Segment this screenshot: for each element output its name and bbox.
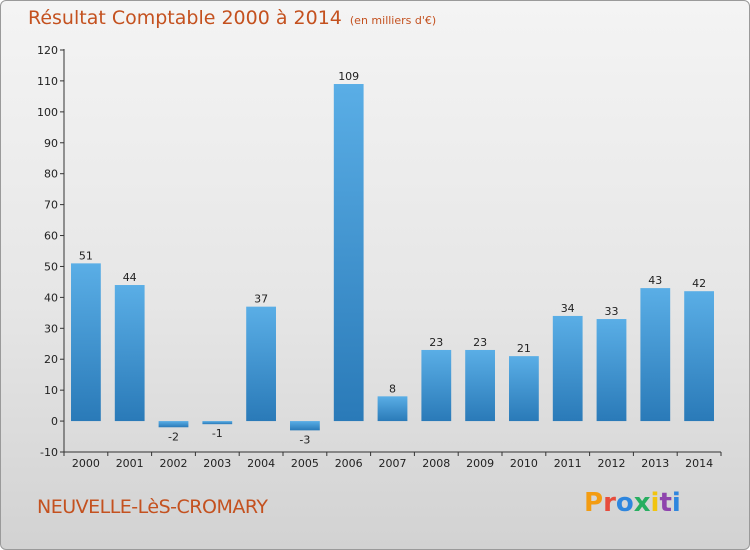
x-tick-label: 2006 [335, 457, 363, 470]
proxiti-logo[interactable]: Proxiti [584, 488, 681, 518]
bar [509, 356, 539, 422]
chart-bars [71, 84, 714, 431]
y-tick-label: 80 [44, 168, 58, 181]
x-tick-label: 2013 [641, 457, 669, 470]
logo-letter: t [659, 488, 672, 518]
bar [158, 421, 189, 428]
data-label: 42 [692, 277, 706, 290]
logo-letter: P [584, 488, 604, 518]
y-tick-label: 60 [44, 230, 58, 243]
x-tick-label: 2008 [422, 457, 450, 470]
x-tick-label: 2011 [554, 457, 582, 470]
data-label: 23 [429, 336, 443, 349]
x-tick-label: 2010 [510, 457, 538, 470]
commune-name: NEUVELLE-LèS-CROMARY [37, 496, 268, 518]
data-label: 8 [389, 382, 396, 395]
logo-letter: i [671, 488, 681, 518]
bar [596, 319, 627, 422]
logo-letter: x [633, 488, 651, 518]
y-tick-label: 50 [44, 260, 58, 273]
data-label: 43 [648, 274, 662, 287]
chart-title-text: Résultat Comptable 2000 à 2014 [28, 7, 342, 29]
logo-letter: i [650, 488, 660, 518]
bar [71, 263, 101, 422]
bar [640, 288, 671, 422]
y-tick-label: 0 [51, 415, 58, 428]
data-label: -2 [168, 430, 179, 443]
x-tick-label: 2007 [379, 457, 407, 470]
logo-letter: o [615, 488, 634, 518]
y-tick-label: 40 [44, 291, 58, 304]
data-label: 37 [254, 293, 268, 306]
y-tick-label: -10 [40, 446, 58, 459]
chart-labels: 51 44 -2 -1 37 -3 109 8 23 23 21 34 33 43 42 [79, 70, 706, 446]
bar [202, 421, 233, 425]
chart-axes: -10 0 10 20 30 40 50 60 70 80 90 100 110 120 2000 2001 2… [37, 44, 722, 470]
data-label: 34 [561, 302, 575, 315]
y-tick-label: 90 [44, 137, 58, 150]
bar [114, 285, 145, 422]
chart-title: Résultat Comptable 2000 à 2014 (en millie… [28, 7, 436, 29]
y-tick-label: 30 [44, 322, 58, 335]
y-tick-label: 10 [44, 384, 58, 397]
bar [377, 396, 408, 422]
data-label: 21 [517, 342, 531, 355]
x-tick-label: 2014 [685, 457, 713, 470]
data-label: 23 [473, 336, 487, 349]
data-label: 33 [605, 305, 619, 318]
bar [552, 315, 583, 422]
x-tick-label: 2004 [247, 457, 275, 470]
x-tick-label: 2005 [291, 457, 319, 470]
bar [290, 421, 320, 431]
data-label: 51 [79, 249, 93, 262]
bar [465, 349, 495, 422]
data-label: -1 [212, 427, 223, 440]
data-label: 44 [123, 271, 137, 284]
x-tick-label: 2001 [116, 457, 144, 470]
y-tick-label: 110 [37, 75, 58, 88]
bar [333, 84, 364, 422]
bar [246, 306, 276, 422]
x-tick-label: 2012 [598, 457, 626, 470]
x-tick-label: 2003 [203, 457, 231, 470]
y-tick-label: 100 [37, 106, 58, 119]
bar [421, 349, 452, 422]
y-tick-label: 70 [44, 199, 58, 212]
data-label: -3 [299, 433, 310, 446]
x-tick-label: 2009 [466, 457, 494, 470]
y-tick-label: 120 [37, 44, 58, 57]
logo-letter: r [603, 488, 616, 518]
x-tick-label: 2002 [160, 457, 188, 470]
data-label: 109 [338, 70, 359, 83]
chart-subtitle: (en milliers d'€) [349, 14, 437, 27]
x-tick-label: 2000 [72, 457, 100, 470]
bar [684, 291, 714, 422]
y-tick-label: 20 [44, 353, 58, 366]
